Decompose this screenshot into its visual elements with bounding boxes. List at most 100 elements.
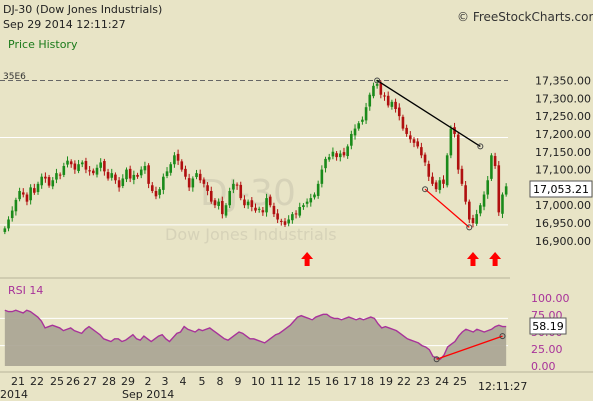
x-sublabel-month: Sep 2014 — [122, 388, 174, 401]
candle-body — [254, 207, 257, 211]
candle-body — [106, 172, 110, 179]
resistance-trendline-anchor — [477, 143, 484, 150]
last-price-label: 17,053.21 — [533, 183, 589, 196]
candle-body — [143, 166, 147, 171]
candlestick-series — [3, 79, 508, 235]
candle-body — [187, 178, 191, 188]
x-tick-label: 21 — [11, 375, 25, 388]
candle-body — [165, 171, 169, 176]
candle-body — [132, 174, 136, 180]
candle-body — [431, 176, 434, 184]
candle-body — [342, 152, 346, 156]
candle-body — [44, 176, 47, 179]
candle-body — [198, 173, 202, 181]
candle-body — [379, 82, 383, 95]
candle-body — [73, 163, 77, 170]
candle-body — [287, 219, 290, 224]
candle-body — [246, 201, 250, 206]
x-tick-label: 4 — [180, 375, 187, 388]
x-tick-label: 10 — [251, 375, 265, 388]
candle-body — [36, 183, 40, 193]
candle-body — [7, 219, 10, 229]
rsi-trendline-anchor — [499, 333, 506, 340]
candle-body — [420, 147, 423, 156]
rsi-y-tick: 25.00 — [531, 343, 563, 356]
x-tick-label: 11 — [270, 375, 284, 388]
candle-body — [40, 176, 44, 186]
x-tick-label: 28 — [102, 375, 116, 388]
candle-body — [58, 174, 62, 176]
site-label[interactable]: © FreeStockCharts.com — [457, 10, 593, 24]
candle-body — [88, 170, 91, 172]
candle-body — [272, 205, 276, 215]
candle-body — [84, 161, 88, 170]
price-y-tick: 17,350.00 — [535, 74, 591, 87]
candle-body — [280, 220, 283, 222]
candle-body — [125, 169, 128, 180]
candle-body — [445, 155, 449, 186]
candle-body — [154, 190, 158, 197]
candle-body — [209, 190, 213, 202]
candle-body — [66, 160, 69, 165]
candle-body — [394, 101, 397, 109]
candle-body — [350, 133, 353, 146]
candle-body — [69, 161, 73, 165]
candle-body — [383, 95, 386, 97]
x-tick-label: 27 — [83, 375, 97, 388]
rsi-y-tick: 100.00 — [531, 292, 570, 305]
support-trendline — [424, 188, 470, 228]
x-tick-label: 25 — [50, 375, 64, 388]
candle-body — [103, 161, 106, 172]
candle-body — [291, 214, 294, 221]
x-tick-label: 16 — [325, 375, 339, 388]
candle-body — [95, 167, 99, 175]
candle-body — [456, 134, 460, 170]
candle-body — [364, 107, 368, 121]
candle-body — [180, 161, 184, 170]
candle-body — [471, 218, 475, 224]
candle-body — [442, 179, 445, 184]
candle-body — [261, 210, 265, 213]
candle-body — [191, 178, 195, 188]
candle-body — [479, 205, 482, 214]
x-tick-label: 24 — [435, 375, 449, 388]
candle-body — [265, 198, 268, 213]
rsi-area — [4, 310, 507, 366]
candle-body — [294, 213, 298, 215]
candle-body — [21, 192, 25, 195]
candle-body — [401, 116, 405, 129]
candle-body — [486, 180, 490, 195]
x-tick-label: 8 — [217, 375, 224, 388]
support-trendline-anchor — [466, 224, 473, 231]
candle-body — [195, 173, 198, 178]
candle-body — [397, 107, 401, 117]
up-arrow-icon — [301, 252, 314, 266]
symbol-title: DJ-30 (Dow Jones Industrials) — [3, 3, 162, 16]
candle-body — [51, 180, 55, 187]
candle-body — [29, 187, 32, 201]
x-tick-label: 22 — [397, 375, 411, 388]
last-price-box — [529, 180, 593, 198]
x-tick-label: 17 — [343, 375, 357, 388]
candle-body — [302, 205, 305, 208]
candle-body — [316, 183, 320, 196]
candle-body — [298, 207, 302, 216]
candle-body — [250, 200, 254, 208]
price-y-tick: 17,000.00 — [535, 199, 591, 212]
x-sublabel-year: 2014 — [0, 388, 28, 401]
x-tick-label: 23 — [416, 375, 430, 388]
candle-body — [412, 139, 416, 143]
trendlines — [374, 77, 484, 231]
candle-body — [504, 186, 508, 195]
candle-body — [460, 168, 464, 184]
candle-body — [324, 158, 327, 169]
rsi-last-box — [529, 317, 567, 335]
candle-body — [416, 141, 419, 147]
candle-body — [114, 174, 117, 181]
price-panel-title: Price History — [8, 38, 78, 51]
price-gridlines — [0, 79, 508, 226]
x-tick-label: 29 — [121, 375, 135, 388]
support-trendline-anchor — [422, 186, 429, 193]
candle-body — [353, 128, 357, 136]
